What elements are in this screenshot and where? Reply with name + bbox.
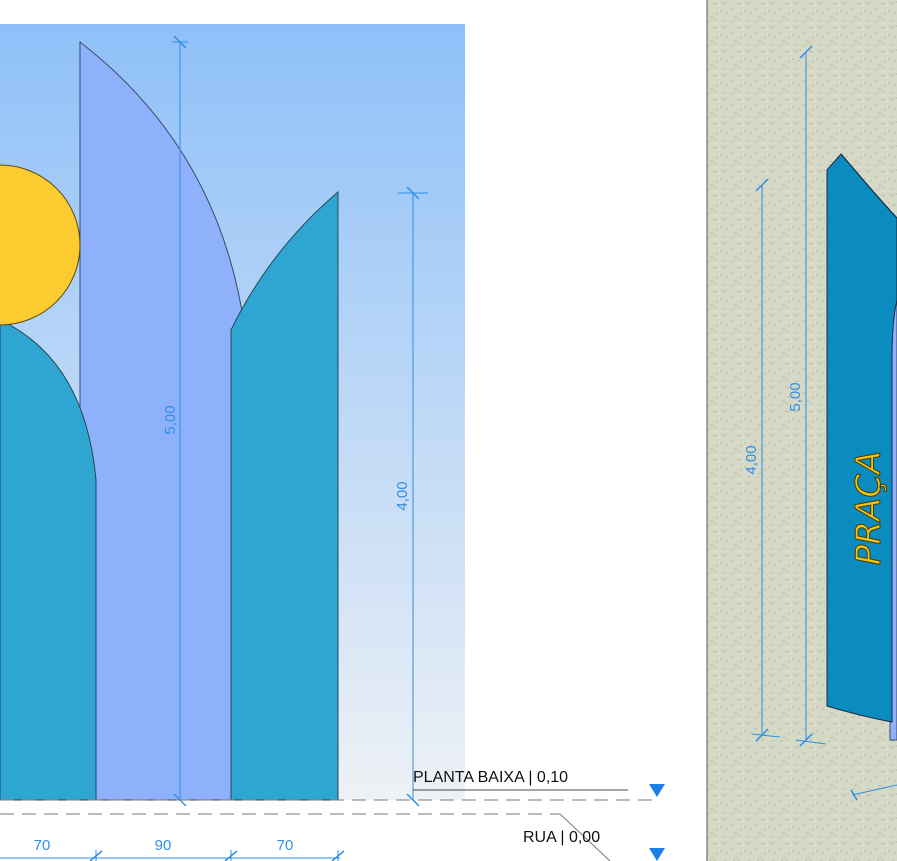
- praca-sign-text: PRAÇA: [849, 451, 889, 565]
- width-right-label: 70: [277, 837, 294, 854]
- side-view: PRAÇA 4,00 5,00: [706, 0, 897, 861]
- side-dimension-bottom: [851, 784, 897, 796]
- tall-height-label: 5,00: [162, 405, 179, 434]
- side-tall-height-label: 5,00: [787, 382, 804, 411]
- level-label-floor: PLANTA BAIXA | 0,10: [413, 769, 568, 786]
- dimension-widths: 70 90 70: [0, 837, 345, 861]
- level-marker-street: [649, 848, 665, 861]
- short-panel-teal-right: [230, 190, 339, 801]
- level-marker-floor: [649, 784, 665, 797]
- level-label-street: RUA | 0,00: [523, 829, 600, 846]
- side-short-height-label: 4,00: [743, 445, 760, 474]
- short-panel-teal-left: [0, 319, 97, 801]
- level-leader: [559, 813, 611, 861]
- elevation-view: 5,00 4,00 PLANTA BAIXA | 0,10 RUA | 0,00: [0, 24, 665, 861]
- width-middle-label: 90: [155, 837, 172, 854]
- width-left-label: 70: [34, 837, 51, 854]
- dimension-short-height: 4,00: [394, 186, 428, 807]
- side-dimension-short: 4,00: [743, 178, 781, 742]
- short-height-label: 4,00: [394, 481, 411, 510]
- side-panel-teal: [826, 153, 897, 723]
- sun-circle: [0, 164, 81, 326]
- side-dimension-tall: 5,00: [787, 45, 827, 747]
